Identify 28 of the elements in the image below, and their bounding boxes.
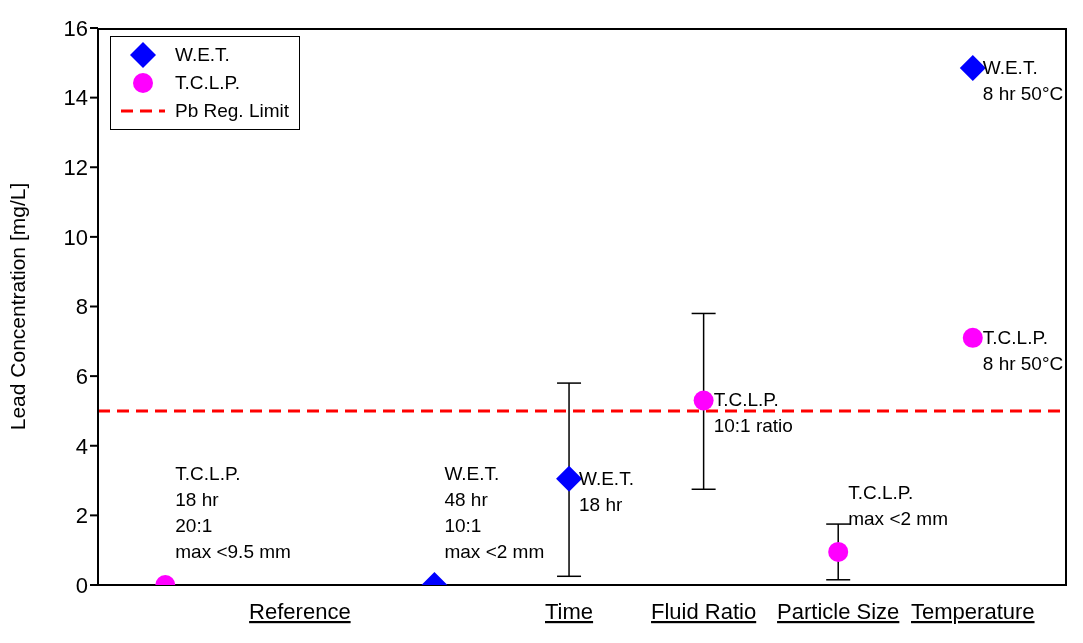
legend-label: W.E.T. [175, 44, 230, 66]
annotation: T.C.L.P. 10:1 ratio [713, 388, 793, 439]
y-tick-label: 4 [75, 433, 88, 459]
legend-label: T.C.L.P. [175, 72, 241, 94]
x-tick-label: Temperature [911, 599, 1035, 624]
y-tick-label: 12 [63, 155, 88, 181]
annotation: T.C.L.P. 18 hr 20:1 max <9.5 mm [175, 462, 291, 564]
x-tick-label: Time [545, 599, 594, 624]
annotation: T.C.L.P. 8 hr 50°C [982, 325, 1064, 376]
legend-label: Pb Reg. Limit [175, 100, 290, 122]
y-axis-title: Lead Concentration [mg/L] [6, 182, 30, 431]
y-tick-label: 16 [63, 15, 88, 41]
y-tick-label: 8 [75, 294, 88, 320]
y-tick-label: 0 [75, 572, 88, 598]
x-tick-label: Reference [249, 599, 351, 624]
x-tick-label: Particle Size [777, 599, 900, 624]
x-tick-label: Fluid Ratio [651, 599, 757, 624]
annotation: W.E.T. 18 hr [579, 466, 634, 517]
y-tick-label: 14 [63, 85, 88, 111]
point [962, 327, 983, 348]
annotation: T.C.L.P. max <2 mm [848, 480, 948, 531]
annotation: W.E.T. 48 hr 10:1 max <2 mm [444, 462, 545, 564]
point [693, 390, 714, 411]
annotation: W.E.T. 8 hr 50°C [982, 56, 1064, 107]
y-tick-label: 10 [63, 224, 88, 250]
point [828, 541, 849, 562]
y-tick-label: 2 [75, 503, 88, 529]
y-tick-label: 6 [75, 363, 88, 389]
